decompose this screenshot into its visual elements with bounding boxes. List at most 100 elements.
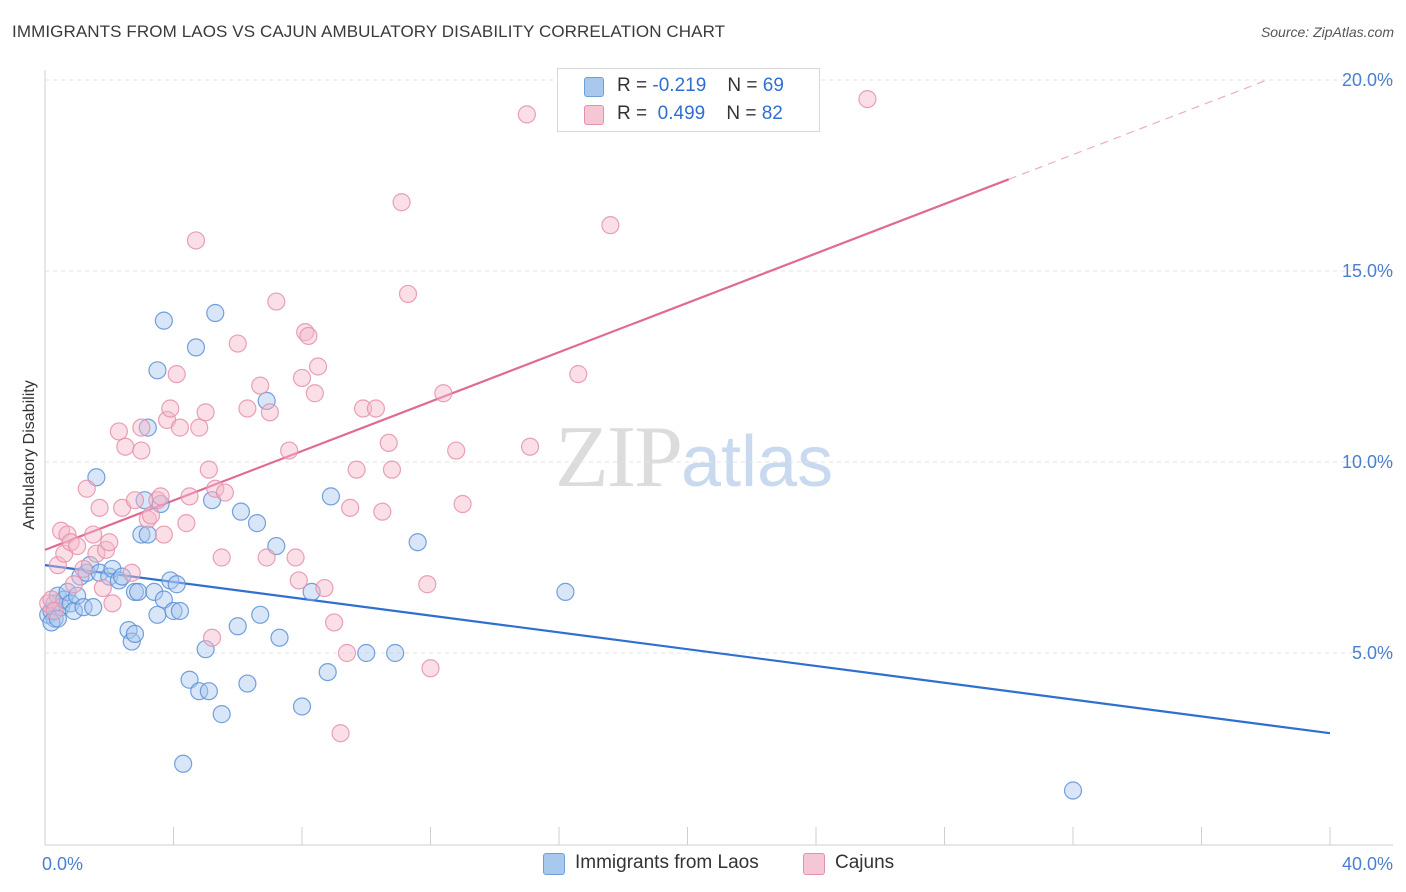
y-tick-label: 10.0% [1342, 452, 1393, 472]
trend-line-laos [44, 564, 1331, 735]
laos-point [145, 582, 164, 601]
cajuns-point [353, 399, 373, 418]
cajuns-point [337, 643, 357, 663]
y-tick-label: 15.0% [1342, 261, 1393, 281]
cajuns-point [569, 365, 588, 384]
cajuns-point [260, 403, 279, 422]
laos-point [357, 643, 376, 663]
legend-r-label: R = [617, 103, 648, 124]
cajuns-point [315, 578, 334, 598]
cajuns-point [366, 399, 385, 418]
laos-point [238, 674, 257, 693]
cajuns-point [151, 487, 170, 506]
cajuns-point [87, 544, 106, 563]
laos-point [74, 598, 93, 617]
cajuns-point [202, 628, 222, 647]
legend-text-cajuns: R = 0.499 N = 82 [617, 103, 783, 125]
laos-point [103, 559, 122, 579]
y-tick-label: 20.0% [1342, 70, 1393, 90]
laos-point [292, 697, 312, 716]
laos-point [321, 487, 341, 506]
y-tick-label: 5.0% [1352, 643, 1393, 663]
cajuns-point [280, 441, 299, 460]
cajuns-point [116, 437, 135, 456]
cajuns-point [418, 575, 437, 594]
cajuns-point [382, 460, 402, 479]
bottom-legend-swatch-laos [543, 853, 565, 875]
cajuns-point [379, 433, 398, 452]
cajuns-point [48, 556, 67, 575]
laos-point [125, 624, 145, 644]
laos-point [408, 533, 427, 552]
cajuns-point [206, 479, 225, 498]
laos-point [231, 502, 251, 521]
cajuns-point [325, 613, 344, 632]
laos-point [167, 575, 186, 594]
laos-point [174, 754, 193, 773]
cajuns-point [520, 437, 540, 456]
cajuns-point [238, 399, 257, 418]
laos-point [247, 514, 267, 533]
cajuns-point [447, 441, 466, 460]
cajuns-point [180, 487, 199, 506]
cajuns-point [93, 578, 112, 598]
bottom-legend-swatch-cajuns [803, 853, 825, 875]
cajuns-point [347, 460, 366, 479]
cajuns-point [251, 376, 270, 395]
cajuns-point [122, 563, 141, 582]
grid-lines [45, 79, 1393, 654]
cajuns-point [141, 506, 161, 525]
cajuns-point [74, 559, 93, 579]
chart-source: Source: ZipAtlas.com [1260, 24, 1394, 40]
cajuns-point [267, 292, 286, 311]
laos-point [64, 601, 84, 621]
cajuns-point [84, 525, 103, 544]
cajuns-point [45, 601, 64, 621]
cajuns-point [186, 231, 206, 250]
laos-point [58, 582, 77, 601]
cajuns-point [517, 105, 536, 124]
cajuns-point [212, 548, 231, 567]
cajuns-point [109, 422, 128, 441]
cajuns-point [215, 483, 234, 502]
laos-point [129, 582, 148, 601]
cajuns-point [286, 548, 305, 567]
legend-swatch-laos [584, 77, 604, 97]
laos-point [386, 643, 405, 663]
laos-point [196, 640, 215, 659]
tick-labels: 5.0% 10.0% 15.0% 20.0% 0.0% 40.0% [42, 70, 1393, 874]
cajuns-point [177, 514, 196, 533]
cajuns-point [601, 216, 620, 235]
legend-n-value: 69 [762, 75, 784, 96]
laos-point [154, 311, 173, 330]
cajuns-point [196, 403, 215, 422]
laos-point [112, 567, 132, 586]
bottom-legend-label-cajuns: Cajuns [835, 852, 895, 873]
laos-point [1063, 781, 1083, 800]
cajuns-point [167, 365, 186, 384]
legend-swatch-cajuns [584, 105, 604, 125]
laos-point [164, 601, 183, 621]
cajuns-point [132, 418, 151, 437]
cajuns-point [305, 384, 324, 403]
y-axis-label: Ambulatory Disability [21, 380, 38, 529]
cajuns-point [308, 357, 328, 376]
cajuns-point [373, 502, 392, 521]
cajuns-point [68, 536, 87, 556]
series-cajuns-points [39, 89, 877, 743]
chart-title: IMMIGRANTS FROM LAOS VS CAJUN AMBULATORY… [12, 22, 726, 41]
cajuns-point [132, 441, 151, 460]
laos-point [84, 598, 103, 617]
bottom-legend-label-laos: Immigrants from Laos [575, 852, 759, 873]
laos-point [190, 682, 209, 701]
cajuns-point [42, 590, 61, 609]
laos-point [270, 628, 289, 647]
correlation-legend: R = -0.219 N = 69 R = 0.499 N = 82 [557, 68, 820, 132]
cajuns-point [199, 460, 218, 479]
laos-point [68, 586, 87, 605]
cajuns-point [77, 479, 96, 498]
cajuns-point [190, 418, 209, 437]
laos-point [148, 605, 167, 624]
laos-point [251, 605, 270, 624]
